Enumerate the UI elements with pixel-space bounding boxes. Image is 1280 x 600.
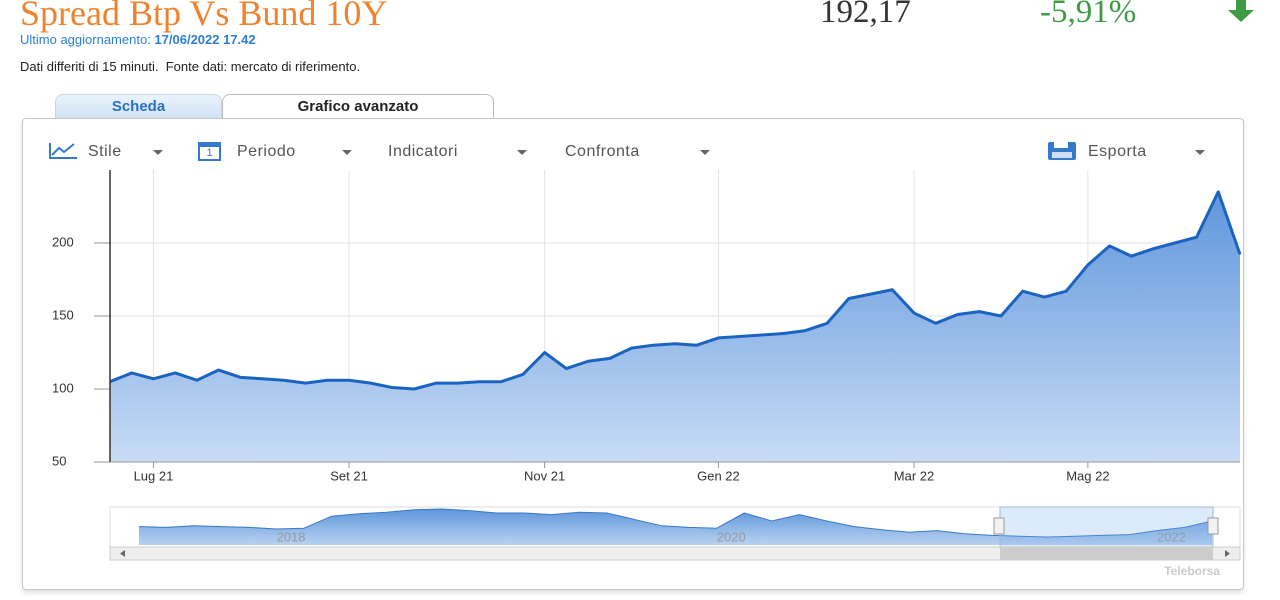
toolbar-item[interactable]: Stile [88,143,122,160]
toolbar-icons: 1 [49,142,1205,161]
toolbar-item[interactable]: Indicatori [388,143,458,160]
toolbar-item[interactable]: Periodo [237,143,296,160]
y-tick-label: 200 [52,234,74,249]
tab[interactable]: Scheda [55,94,222,119]
y-tick-label: 100 [52,380,74,395]
down-arrow [1228,0,1254,22]
tab-active[interactable]: Grafico avanzato [222,94,494,119]
x-tick-label: Set 21 [330,468,368,483]
navigator-label: 2022 [1157,529,1186,544]
navigator-handle[interactable] [993,517,1005,535]
line [138,508,1213,538]
update-date: 17/06/2022 17.42 [154,32,256,47]
navigator-window[interactable] [999,506,1214,548]
update-line: Ultimo aggiornamento: 17/06/2022 17.42 [20,32,256,47]
scrollbar-thumb[interactable] [1000,547,1213,560]
x-tick-label: Nov 21 [524,468,565,483]
area [110,191,1240,462]
scrollbar[interactable] [109,546,1241,561]
line [109,190,1242,391]
y-tick-label: 50 [52,453,66,468]
update-label: Ultimo aggiornamento: [20,32,151,47]
navigator-label: 2018 [277,529,306,544]
toolbar-item[interactable]: Esporta [1088,143,1147,160]
navigator-label: 2020 [717,529,746,544]
x-tick-label: Mar 22 [894,468,934,483]
x-tick-label: Gen 22 [697,468,740,483]
page-title: Spread Btp Vs Bund 10Y [20,0,388,33]
toolbar-item[interactable]: Confronta [565,143,640,160]
note: Dati differiti di 15 minuti. Fonte dati:… [20,59,361,74]
change: -5,91% [1040,0,1137,30]
x-tick-label: Lug 21 [134,468,174,483]
svg-text:1: 1 [206,147,212,159]
price: 192,17 [820,0,911,30]
y-tick-label: 150 [52,307,74,322]
navigator-handle[interactable] [1207,517,1219,535]
x-tick-label: Mag 22 [1066,468,1109,483]
watermark: Teleborsa [1164,564,1220,578]
